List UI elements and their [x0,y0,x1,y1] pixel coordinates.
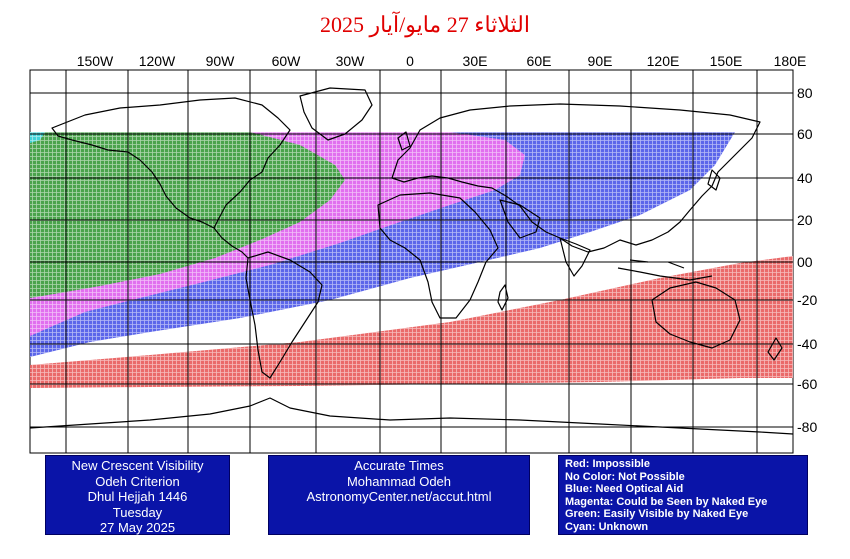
latitude-label: -40 [797,336,817,352]
longitude-label: 120W [139,53,176,69]
website-link[interactable]: AstronomyCenter.net/accut.html [306,489,492,504]
latitude-label: 20 [797,212,813,228]
legend-red: Red: Impossible [565,458,650,470]
box-mid-line: Mohammad Odeh [346,473,452,489]
coast-north-america [51,97,291,229]
graticule [30,70,793,453]
latitude-labels: 80 60 40 20 00 -20 -40 -60 -80 [797,85,817,435]
box-left-line: Dhul Hejjah 1446 [87,489,188,504]
map-title: الثلاثاء 27 مايو/آيار 2025 [320,12,530,37]
latitude-label: -20 [797,292,817,308]
latitude-label: 60 [797,126,813,142]
longitude-labels: 150W 120W 90W 60W 30W 0 30E 60E 90E 120E 150E 180E [77,53,807,69]
box-mid-line: Accurate Times [354,458,444,473]
coast-africa [377,192,499,319]
coast-uk [397,131,411,151]
coast-antarctica [30,397,793,435]
latitude-label: -80 [797,419,817,435]
longitude-label: 30W [336,53,366,69]
coast-eurasia [391,103,761,253]
box-left-line: 27 May 2025 [99,520,176,535]
box-left-line: New Crescent Visibility [71,458,204,473]
author-info-box: Accurate Times Mohammad Odeh AstronomyCe… [268,455,530,535]
coast-indonesia [617,259,713,281]
latitude-label: 40 [797,170,813,186]
legend-box: Red: Impossible No Color: Not Possible B… [558,455,808,535]
coastlines [30,87,793,435]
longitude-label: 30E [463,53,488,69]
coast-japan [707,169,721,191]
legend-green: Green: Easily Visible by Naked Eye [565,508,749,521]
coast-india [559,237,591,277]
coast-greenland [299,87,373,141]
legend-blue: Blue: Need Optical Aid [565,483,684,496]
box-left-line: Tuesday [112,504,163,520]
coast-new-zealand [767,337,783,361]
coast-australia [651,281,741,349]
longitude-label: 60W [272,53,302,69]
longitude-label: 90W [206,53,236,69]
latitude-label: 80 [797,85,813,101]
latitude-label: -60 [797,376,817,392]
box-left-line: Odeh Criterion [95,473,180,489]
longitude-label: 0 [406,53,414,69]
longitude-label: 60E [527,53,552,69]
latitude-label: 00 [797,254,813,270]
longitude-label: 180E [774,53,807,69]
coast-central-america [213,227,249,259]
crescent-info-box: New Crescent Visibility Odeh Criterion D… [45,455,230,535]
legend-magenta: Magenta: Could be Seen by Naked Eye [565,495,768,508]
coast-south-america [245,251,323,379]
zone-hatching [30,132,793,388]
longitude-label: 90E [588,53,613,69]
longitude-label: 150E [710,53,743,69]
coast-madagascar [497,284,509,311]
longitude-label: 120E [647,53,680,69]
coast-arabia [499,199,541,239]
legend-cyan: Cyan: Unknown [565,520,649,533]
legend-no-color: No Color: Not Possible [565,470,685,483]
longitude-label: 150W [77,53,114,69]
